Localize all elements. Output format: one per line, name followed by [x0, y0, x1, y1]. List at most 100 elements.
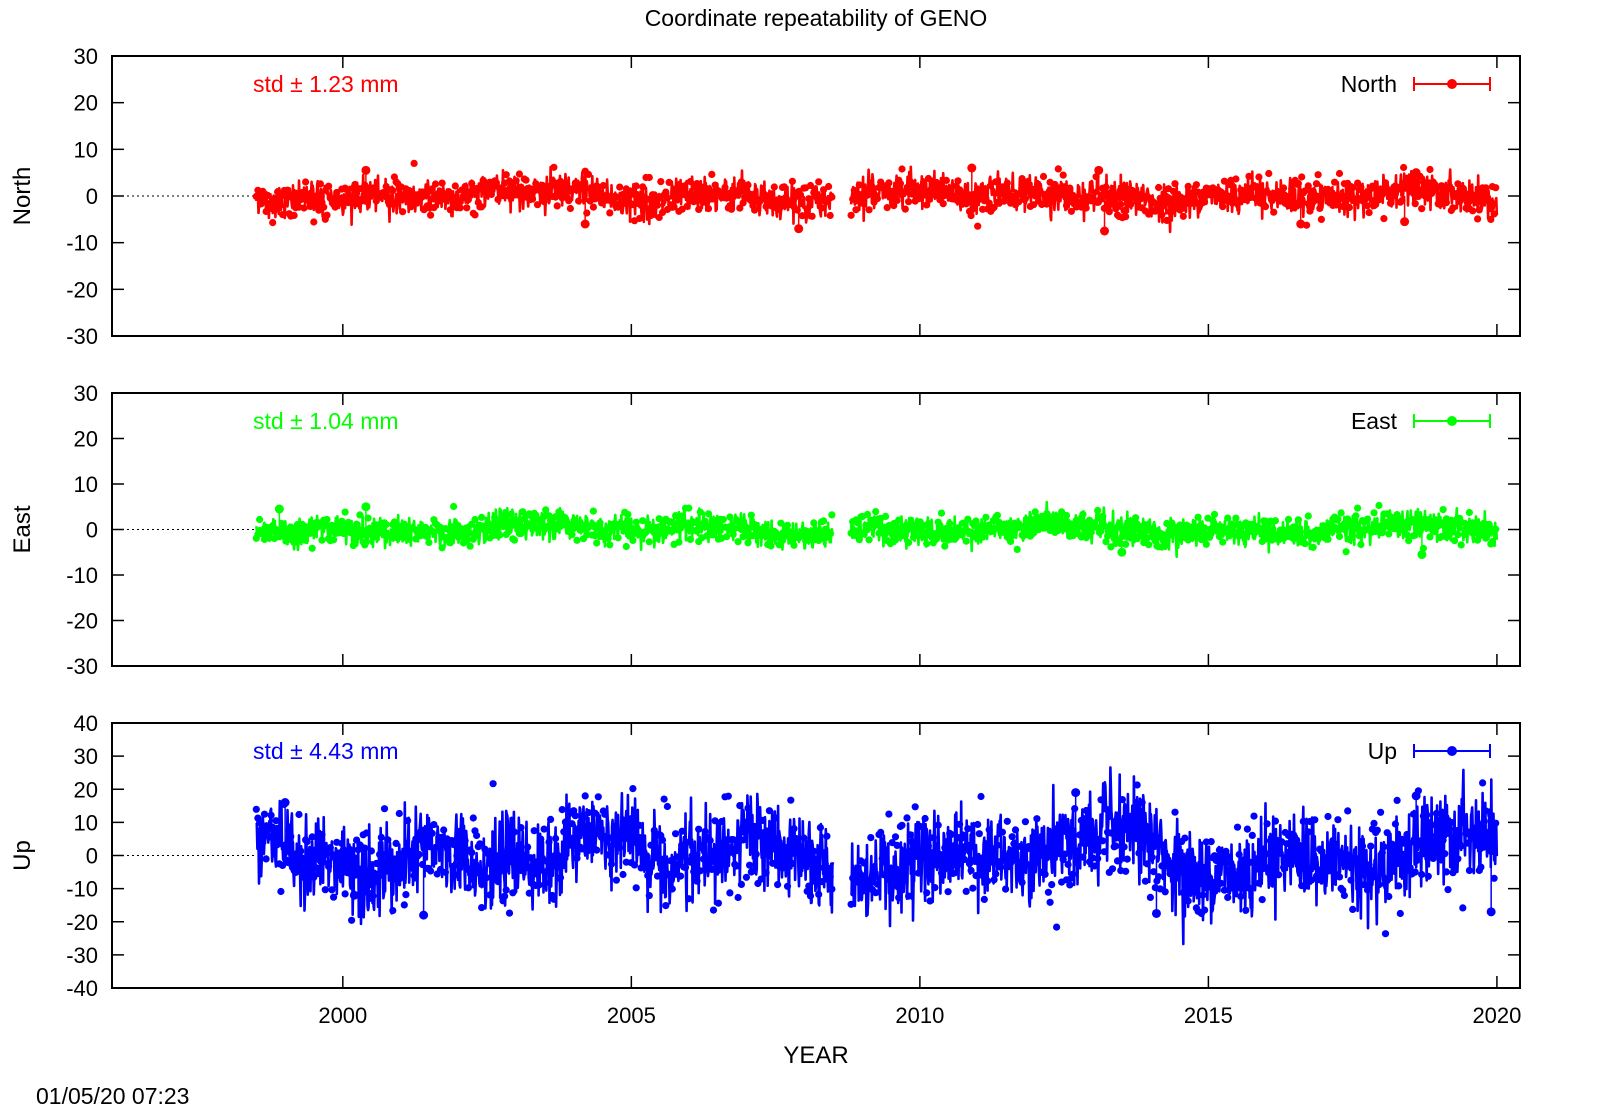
data-point: [300, 204, 308, 212]
data-point: [1092, 173, 1100, 181]
data-point: [415, 850, 423, 859]
data-point: [933, 178, 941, 187]
data-point: [790, 825, 798, 833]
outlier-point: [1094, 165, 1104, 175]
data-point: [1196, 876, 1204, 884]
data-point: [1383, 829, 1391, 837]
data-point: [323, 850, 331, 858]
data-point: [1395, 882, 1403, 890]
data-point: [1349, 184, 1357, 192]
data-point: [1233, 823, 1242, 831]
data-point: [901, 848, 909, 856]
data-point: [1010, 840, 1018, 848]
data-point: [890, 202, 898, 210]
data-point: [1184, 897, 1192, 905]
data-point: [1488, 537, 1496, 546]
data-point: [601, 810, 609, 818]
data-point: [581, 792, 589, 800]
data-point: [1306, 207, 1314, 215]
data-point: [306, 529, 315, 537]
data-point: [1375, 501, 1383, 510]
data-point: [997, 863, 1005, 871]
data-point: [1219, 203, 1227, 211]
data-point: [673, 853, 681, 861]
data-point: [719, 515, 727, 524]
data-point: [1319, 871, 1327, 879]
data-point: [1053, 185, 1061, 193]
data-point: [632, 182, 640, 190]
data-point: [992, 870, 1000, 878]
data-point: [1002, 529, 1010, 537]
data-point: [456, 204, 464, 212]
data-point: [1388, 840, 1396, 848]
data-point: [1451, 866, 1459, 874]
data-point: [759, 816, 767, 825]
data-point: [806, 892, 815, 900]
data-point: [501, 892, 509, 900]
data-point: [584, 809, 593, 817]
data-point: [908, 520, 916, 529]
data-point: [1311, 191, 1319, 199]
data-point: [765, 807, 774, 815]
data-point: [751, 520, 759, 529]
data-point: [734, 538, 742, 546]
data-point: [1375, 881, 1383, 889]
data-point: [1013, 545, 1021, 554]
data-point: [1354, 504, 1362, 512]
data-point: [1212, 856, 1220, 865]
data-point: [1169, 187, 1177, 195]
data-point: [389, 187, 397, 195]
data-point: [1186, 848, 1194, 856]
data-point: [451, 182, 459, 190]
data-point: [318, 830, 326, 839]
data-point: [982, 513, 990, 521]
data-point: [708, 865, 716, 874]
data-point: [860, 859, 868, 867]
data-point: [505, 517, 514, 526]
data-point: [1391, 820, 1399, 828]
data-point: [1145, 541, 1153, 549]
data-point: [478, 203, 486, 211]
data-point: [798, 853, 806, 862]
data-point: [1136, 528, 1145, 536]
data-point: [1258, 896, 1266, 904]
data-point: [665, 178, 673, 186]
outlier-point: [1100, 226, 1110, 236]
data-point: [593, 182, 601, 190]
data-point: [321, 886, 329, 894]
data-point: [723, 848, 731, 856]
data-point: [828, 511, 836, 519]
y-tick-label: 30: [74, 44, 98, 69]
data-point: [270, 831, 278, 839]
data-point: [1054, 843, 1062, 852]
data-point: [802, 862, 810, 870]
y-tick-label: -10: [66, 231, 98, 256]
legend-label: Up: [1368, 738, 1397, 764]
data-point: [1342, 548, 1350, 556]
data-point: [1485, 198, 1493, 206]
data-point: [550, 163, 558, 171]
data-point: [632, 884, 640, 892]
data-point: [288, 194, 296, 202]
data-point: [1168, 860, 1176, 868]
data-point: [1127, 200, 1135, 209]
data-point: [1381, 522, 1390, 530]
data-point: [872, 889, 880, 897]
data-point: [510, 828, 519, 836]
data-point: [1332, 845, 1340, 853]
data-point: [903, 183, 911, 192]
data-point: [1219, 538, 1227, 546]
data-point: [723, 533, 731, 541]
data-point: [695, 825, 703, 833]
data-point: [1107, 829, 1115, 837]
data-point: [1194, 513, 1202, 521]
data-point: [921, 814, 929, 823]
data-point: [1454, 855, 1462, 863]
data-point: [1253, 859, 1261, 867]
data-point: [675, 538, 683, 546]
data-point: [1034, 837, 1043, 845]
data-point: [336, 872, 344, 880]
legend-swatch-dot: [1447, 746, 1457, 756]
data-point: [1428, 189, 1436, 198]
data-point: [1066, 184, 1074, 192]
